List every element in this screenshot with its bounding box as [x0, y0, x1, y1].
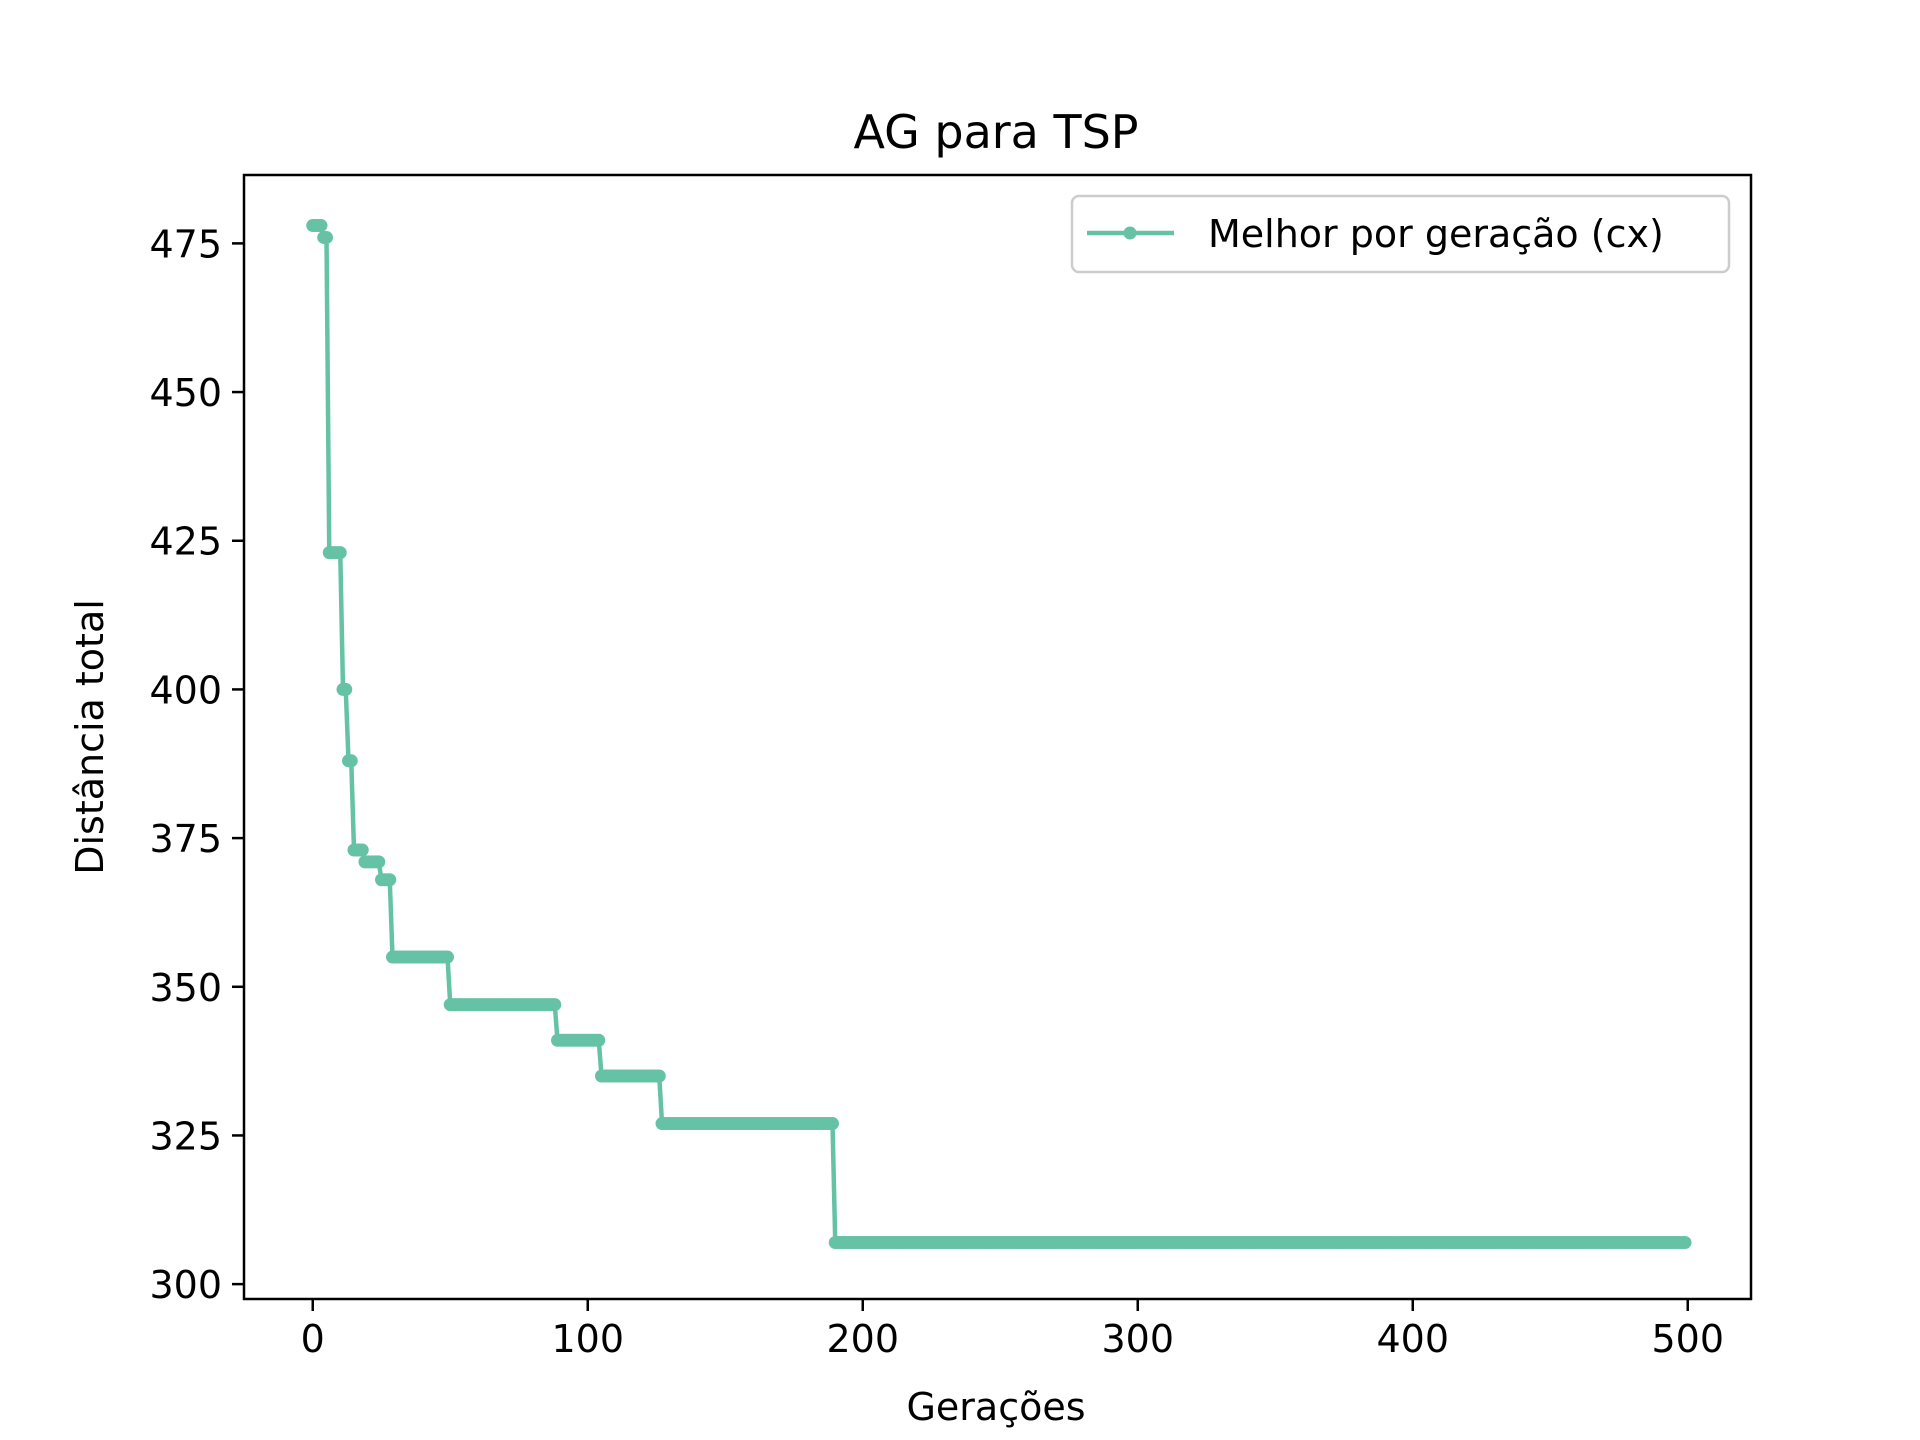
x-axis: 0 100 200 300 400 500: [301, 1299, 1724, 1361]
legend: Melhor por geração (cx): [1070, 194, 1731, 274]
x-tick-label: 300: [1101, 1317, 1174, 1361]
data-point: [441, 950, 454, 964]
legend-marker-swatch: [1123, 226, 1137, 240]
data-point: [344, 754, 358, 768]
data-point: [652, 1069, 666, 1083]
data-point: [826, 1117, 839, 1131]
legend-box: [1070, 194, 1731, 274]
data-point: [333, 546, 347, 560]
data-point: [383, 873, 397, 887]
series-layer: [306, 219, 1692, 1249]
y-tick-label: 375: [149, 817, 222, 861]
y-axis-label: Distância total: [68, 599, 112, 875]
y-tick-label: 350: [149, 966, 222, 1010]
data-point: [355, 843, 369, 857]
y-tick-label: 400: [149, 668, 222, 712]
y-tick-label: 425: [149, 520, 222, 564]
legend-entry-label: Melhor por geração (cx): [1208, 212, 1664, 256]
x-tick-label: 500: [1651, 1317, 1724, 1361]
chart-title: AG para TSP: [853, 105, 1138, 159]
x-tick-label: 400: [1376, 1317, 1449, 1361]
x-axis-label: Gerações: [906, 1385, 1085, 1429]
data-point: [372, 855, 386, 869]
plot-area: [244, 175, 1751, 1299]
y-tick-label: 475: [149, 222, 222, 266]
series-markers: [306, 219, 1692, 1249]
y-tick-label: 325: [149, 1114, 222, 1158]
data-point: [548, 998, 562, 1012]
data-point: [592, 1033, 606, 1047]
plot-frame: [242, 173, 1753, 1301]
data-point: [1678, 1236, 1692, 1249]
y-tick-label: 450: [149, 371, 222, 415]
x-tick-label: 0: [301, 1317, 325, 1361]
data-point: [320, 230, 333, 244]
y-tick-label: 300: [149, 1263, 222, 1307]
data-point: [314, 219, 328, 233]
y-axis: 300 325 350 375 400 425 450 475: [149, 222, 244, 1307]
data-point: [339, 682, 353, 696]
x-tick-label: 100: [551, 1317, 624, 1361]
x-tick-label: 200: [826, 1317, 899, 1361]
